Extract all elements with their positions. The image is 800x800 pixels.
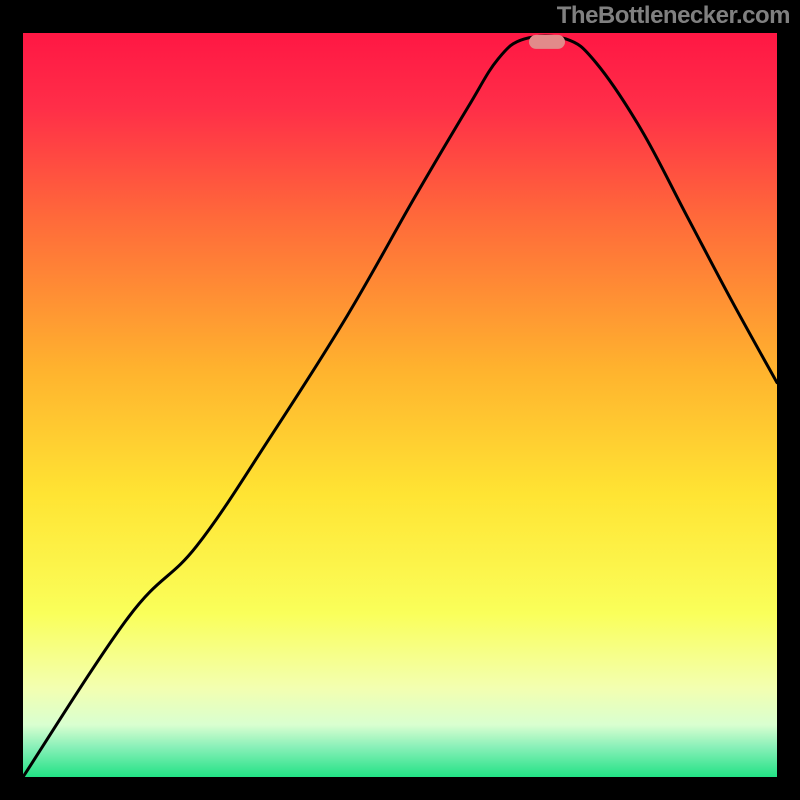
optimal-marker bbox=[529, 35, 565, 49]
plot-background bbox=[23, 33, 777, 777]
watermark-text: TheBottlenecker.com bbox=[557, 2, 790, 30]
plot-area bbox=[23, 33, 777, 777]
chart-frame: TheBottlenecker.com bbox=[0, 0, 800, 800]
plot-svg bbox=[23, 33, 777, 777]
